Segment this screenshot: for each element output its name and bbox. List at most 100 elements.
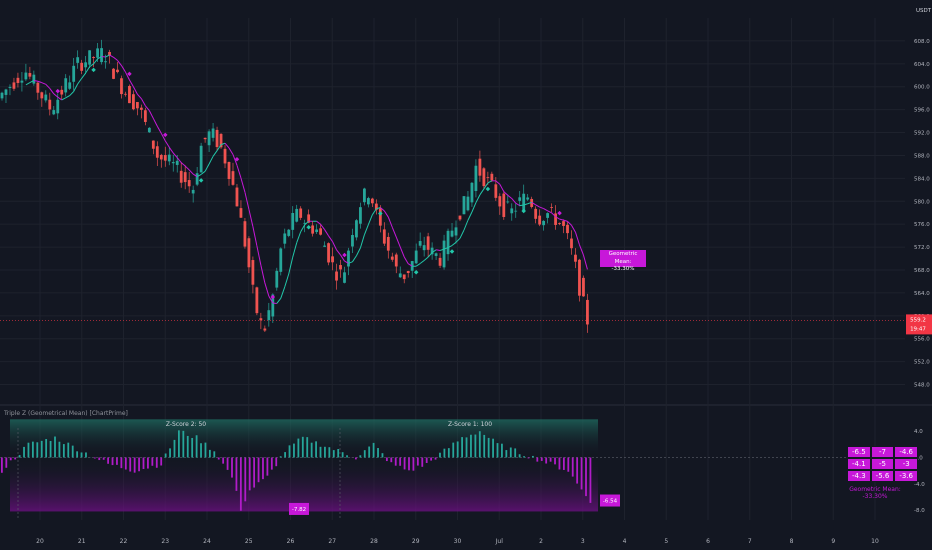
candle-body bbox=[347, 250, 350, 267]
candle-body bbox=[506, 201, 510, 203]
histogram-bar bbox=[195, 435, 198, 458]
ma-line-segment bbox=[527, 201, 532, 205]
histogram-bar bbox=[138, 457, 140, 472]
ma-line-segment bbox=[212, 150, 218, 157]
ma-line-segment bbox=[316, 220, 321, 225]
ma-line-segment bbox=[260, 265, 266, 283]
candle-body bbox=[406, 271, 410, 274]
candle-body bbox=[374, 203, 378, 210]
candle-body bbox=[434, 253, 438, 256]
time-tick-label: 10 bbox=[871, 538, 879, 545]
candle-body bbox=[442, 240, 446, 268]
candle-body bbox=[319, 228, 322, 235]
histogram-bar bbox=[133, 457, 136, 473]
ma-line-segment bbox=[387, 216, 393, 228]
histogram-bar bbox=[324, 446, 326, 458]
ma-line-segment bbox=[228, 147, 234, 155]
candle-body bbox=[215, 129, 219, 148]
ma-line-segment bbox=[535, 204, 540, 208]
histogram-bar bbox=[421, 457, 424, 467]
indicator-title[interactable]: Triple Z (Geometrical Mean) [ChartPrime] bbox=[4, 410, 128, 417]
candle-body bbox=[44, 94, 48, 101]
ma-line-segment bbox=[292, 242, 298, 258]
table-cell: -3 bbox=[894, 458, 919, 470]
candle-body bbox=[518, 197, 522, 201]
candle-body bbox=[108, 52, 111, 56]
candle-body bbox=[112, 68, 115, 79]
ma-line-segment bbox=[280, 286, 286, 299]
candle-body bbox=[235, 187, 239, 207]
candle-body bbox=[454, 227, 458, 236]
time-tick-label: 25 bbox=[245, 538, 253, 545]
ma-line-segment bbox=[403, 256, 409, 264]
histogram-bar bbox=[36, 442, 39, 458]
ma-line-segment bbox=[523, 203, 528, 206]
histogram-bar bbox=[301, 436, 304, 458]
price-tick-label: 576.0 bbox=[914, 222, 930, 228]
candle-body bbox=[566, 224, 569, 234]
price-badge-value: 559.2 bbox=[910, 317, 926, 323]
candle-body bbox=[502, 193, 506, 217]
histogram-bar bbox=[474, 434, 477, 458]
histogram-bar bbox=[40, 440, 43, 458]
ma-line-segment bbox=[324, 229, 329, 237]
histogram-bar bbox=[85, 452, 87, 458]
osc-tick-label: 0.0 bbox=[914, 455, 923, 461]
histogram-bar bbox=[394, 457, 397, 466]
histogram-bar bbox=[213, 451, 216, 458]
ma-line-segment bbox=[423, 256, 429, 261]
candle-body bbox=[494, 184, 498, 198]
candle-body bbox=[386, 236, 390, 251]
time-tick-label: 6 bbox=[706, 538, 710, 545]
histogram-bar bbox=[527, 457, 530, 459]
ma-line-segment bbox=[272, 302, 277, 304]
price-tick-label: 588.0 bbox=[914, 153, 930, 159]
time-tick-label: 22 bbox=[120, 538, 128, 545]
candle-body bbox=[534, 208, 538, 219]
histogram-bar bbox=[328, 447, 331, 458]
candle-body bbox=[104, 61, 107, 63]
candle-body bbox=[287, 229, 291, 236]
candle-body bbox=[120, 78, 123, 95]
time-tick-label: 23 bbox=[161, 538, 169, 545]
candle-body bbox=[195, 173, 199, 185]
candle-body bbox=[438, 257, 442, 266]
candle-body bbox=[422, 245, 426, 251]
histogram-bar bbox=[346, 455, 348, 458]
histogram-bar bbox=[439, 452, 441, 458]
ma-line-segment bbox=[399, 246, 405, 258]
histogram-bar bbox=[310, 442, 313, 458]
candle-body bbox=[351, 235, 354, 247]
candle-body bbox=[478, 158, 482, 176]
histogram-bar bbox=[297, 438, 300, 458]
candle-body bbox=[446, 230, 450, 255]
candle-body bbox=[510, 208, 514, 214]
time-tick-label: 5 bbox=[664, 538, 668, 545]
ma-line-segment bbox=[268, 295, 274, 304]
candle-body bbox=[562, 221, 565, 226]
candle-body bbox=[355, 220, 358, 238]
histogram-bar bbox=[545, 457, 548, 464]
candle-body bbox=[331, 256, 334, 263]
ma-line-segment bbox=[559, 218, 564, 221]
histogram-bar bbox=[248, 457, 251, 491]
histogram-bar bbox=[169, 448, 171, 458]
osc-value-text: -6.54 bbox=[603, 499, 618, 505]
ma-line-segment bbox=[137, 93, 142, 99]
candle-body bbox=[239, 208, 243, 218]
histogram-bar bbox=[399, 457, 402, 466]
ma-line-segment bbox=[467, 211, 473, 221]
ma-line-segment bbox=[77, 78, 83, 85]
histogram-bar bbox=[447, 448, 450, 458]
ma-line-segment bbox=[248, 209, 254, 227]
signal-diamond bbox=[449, 249, 455, 254]
histogram-bar bbox=[408, 457, 410, 471]
ma-line-segment bbox=[256, 245, 262, 266]
ma-line-segment bbox=[555, 216, 560, 220]
candle-body bbox=[418, 241, 422, 246]
osc-tick-label: -4.0 bbox=[914, 482, 925, 488]
candle-body bbox=[20, 80, 24, 83]
lower-band bbox=[10, 457, 598, 512]
histogram-bar bbox=[1, 457, 3, 473]
